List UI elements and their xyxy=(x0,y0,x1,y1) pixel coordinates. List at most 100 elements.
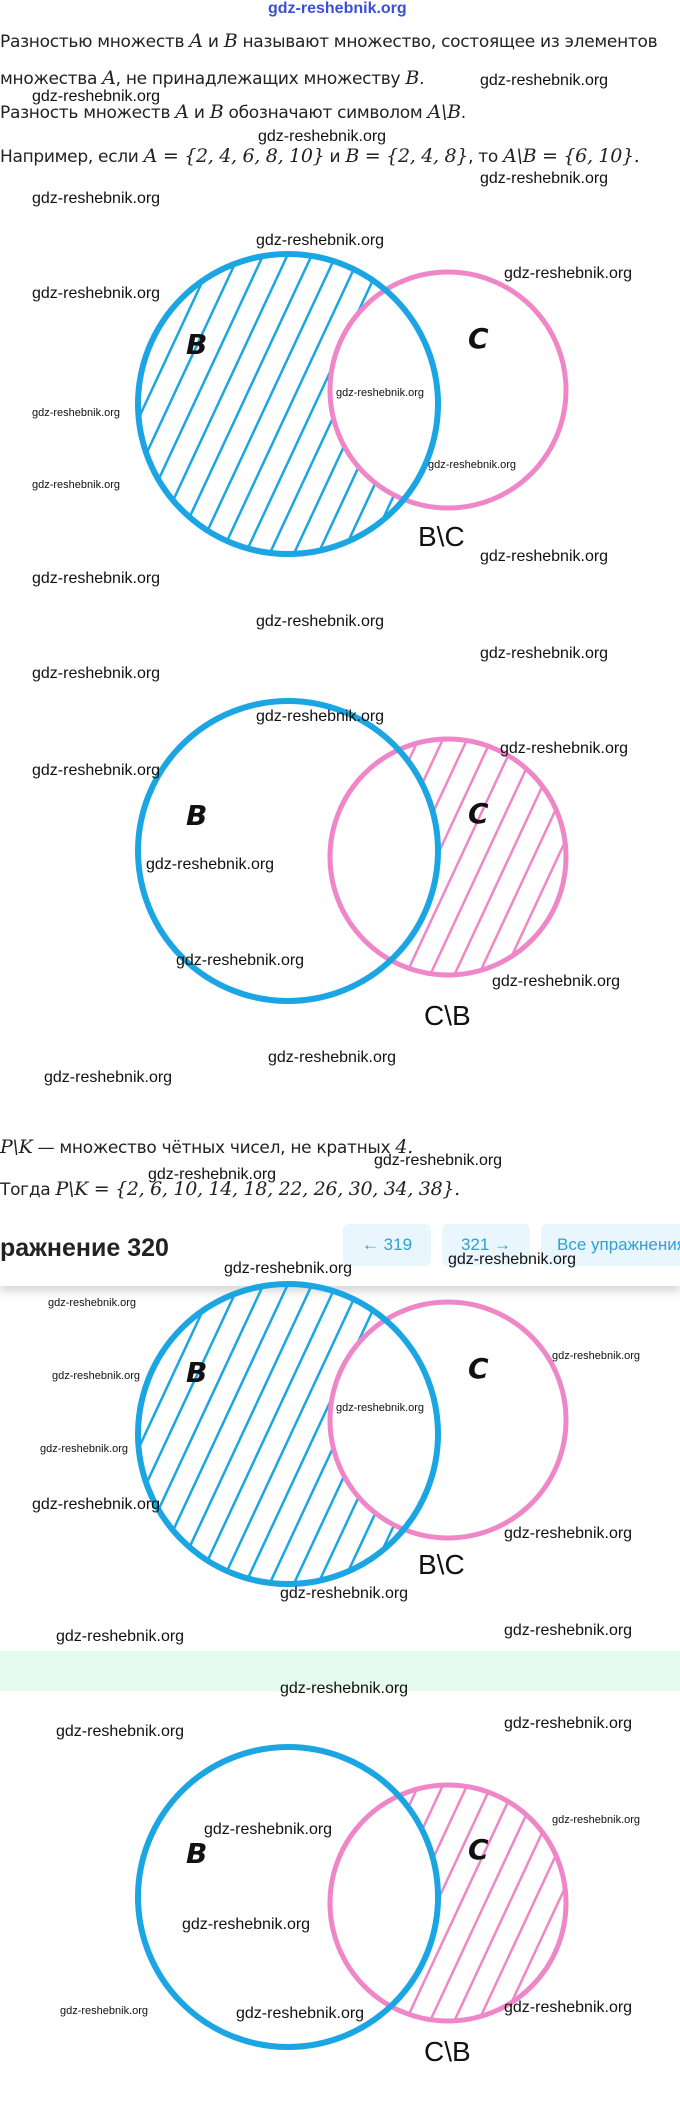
text: Разность множеств xyxy=(0,103,176,123)
set-c-label: C xyxy=(468,797,489,830)
venn-diagram-c-minus-b: B C C\B xyxy=(0,697,680,1057)
theory-line-3: Разность множеств A и B обозначают симво… xyxy=(0,101,466,123)
solution-line-2: Тогда P\K = {2, 6, 10, 14, 18, 22, 26, 3… xyxy=(0,1178,460,1200)
watermark: gdz-reshebnik.org xyxy=(504,1525,633,1542)
text: и xyxy=(324,147,346,167)
watermark: gdz-reshebnik.org xyxy=(32,407,121,419)
watermark: gdz-reshebnik.org xyxy=(480,548,609,565)
text: множества xyxy=(0,69,103,89)
site-watermark-header: gdz-reshebnik.org xyxy=(268,0,407,17)
watermark: gdz-reshebnik.org xyxy=(32,762,161,779)
theory-line-2: множества A, не принадлежащих множеству … xyxy=(0,67,424,89)
text: . xyxy=(460,103,466,123)
watermark: gdz-reshebnik.org xyxy=(504,1715,633,1732)
watermark: gdz-reshebnik.org xyxy=(40,1443,129,1455)
venn-diagram-c-minus-b: B C C\B xyxy=(0,1743,680,2103)
text: называют множество, состоящее из элемент… xyxy=(237,32,658,52)
next-exercise-button[interactable]: 321 → xyxy=(442,1224,530,1266)
set-c-label: C xyxy=(468,1352,489,1385)
all-exercises-button[interactable]: Все упражнения xyxy=(541,1224,680,1266)
watermark: gdz-reshebnik.org xyxy=(204,1821,333,1838)
watermark: gdz-reshebnik.org xyxy=(448,1251,577,1268)
watermark: gdz-reshebnik.org xyxy=(32,88,161,105)
watermark: gdz-reshebnik.org xyxy=(146,856,275,873)
watermark: gdz-reshebnik.org xyxy=(60,2005,149,2017)
set-b-label: B xyxy=(186,328,207,361)
math-result: A\B = {6, 10}. xyxy=(503,145,640,167)
math-a: A xyxy=(102,67,116,89)
solution-line-1: P\K — множество чётных чисел, не кратных… xyxy=(0,1136,413,1158)
set-c-circle xyxy=(327,269,569,511)
watermark: gdz-reshebnik.org xyxy=(32,190,161,207)
math-b: B xyxy=(223,30,238,52)
math-set-a: A = {2, 4, 6, 8, 10} xyxy=(143,145,325,167)
watermark: gdz-reshebnik.org xyxy=(32,570,161,587)
watermark: gdz-reshebnik.org xyxy=(492,973,621,990)
set-b-label: B xyxy=(186,1837,207,1870)
watermark: gdz-reshebnik.org xyxy=(374,1152,503,1169)
prev-exercise-button[interactable]: ← 319 xyxy=(343,1224,431,1266)
watermark: gdz-reshebnik.org xyxy=(182,1916,311,1933)
watermark: gdz-reshebnik.org xyxy=(504,1622,633,1639)
watermark: gdz-reshebnik.org xyxy=(280,1680,409,1697)
watermark: gdz-reshebnik.org xyxy=(176,952,305,969)
watermark: gdz-reshebnik.org xyxy=(32,285,161,302)
text: , то xyxy=(468,147,504,167)
watermark: gdz-reshebnik.org xyxy=(428,459,517,471)
watermark: gdz-reshebnik.org xyxy=(56,1723,185,1740)
set-b-label: B xyxy=(186,1356,207,1389)
math-p-minus-k: P\K xyxy=(0,1136,33,1158)
math-a: A xyxy=(189,30,203,52)
watermark: gdz-reshebnik.org xyxy=(336,387,425,399)
watermark: gdz-reshebnik.org xyxy=(148,1166,277,1183)
watermark: gdz-reshebnik.org xyxy=(504,265,633,282)
watermark: gdz-reshebnik.org xyxy=(280,1585,409,1602)
set-b-circle xyxy=(135,1281,441,1587)
exercise-title: ражнение 320 xyxy=(0,1234,169,1262)
theory-line-4: Например, если A = {2, 4, 6, 8, 10} и B … xyxy=(0,145,640,167)
math-b: B xyxy=(405,67,420,89)
watermark: gdz-reshebnik.org xyxy=(256,708,385,725)
math-a-minus-b: A\B xyxy=(427,101,461,123)
text: и xyxy=(188,103,210,123)
watermark: gdz-reshebnik.org xyxy=(268,1049,397,1066)
text: Тогда xyxy=(0,1180,56,1200)
watermark: gdz-reshebnik.org xyxy=(552,1814,641,1826)
text: и xyxy=(202,32,224,52)
text: обозначают символом xyxy=(223,103,428,123)
set-c-circle xyxy=(327,1782,569,2024)
set-b-label: B xyxy=(186,799,207,832)
text: — множество чётных чисел, не кратных xyxy=(32,1138,396,1158)
set-c-label: C xyxy=(468,1833,489,1866)
math-p-minus-k-set: P\K = {2, 6, 10, 14, 18, 22, 26, 30, 34,… xyxy=(55,1178,461,1200)
watermark: gdz-reshebnik.org xyxy=(480,645,609,662)
watermark: gdz-reshebnik.org xyxy=(56,1628,185,1645)
watermark: gdz-reshebnik.org xyxy=(256,613,385,630)
watermark: gdz-reshebnik.org xyxy=(48,1297,137,1309)
set-b-circle xyxy=(135,698,441,1004)
set-b-circle xyxy=(135,1744,441,2050)
math-b: B xyxy=(209,101,224,123)
shaded-region xyxy=(0,1743,680,2103)
set-c-circle xyxy=(327,1299,569,1541)
watermark: gdz-reshebnik.org xyxy=(32,665,161,682)
caption: C\B xyxy=(424,1000,471,1031)
watermark: gdz-reshebnik.org xyxy=(44,1069,173,1086)
caption: B\C xyxy=(418,1549,465,1580)
math-a: A xyxy=(175,101,189,123)
set-c-circle xyxy=(327,736,569,978)
text: Например, если xyxy=(0,147,144,167)
set-b-circle xyxy=(135,251,441,557)
watermark: gdz-reshebnik.org xyxy=(52,1370,141,1382)
ad-band xyxy=(0,1651,680,1691)
watermark: gdz-reshebnik.org xyxy=(32,479,121,491)
text: . xyxy=(419,69,425,89)
watermark: gdz-reshebnik.org xyxy=(480,72,609,89)
theory-line-1: Разностью множеств A и B называют множес… xyxy=(0,30,658,52)
watermark: gdz-reshebnik.org xyxy=(480,170,609,187)
watermark: gdz-reshebnik.org xyxy=(256,232,385,249)
watermark: gdz-reshebnik.org xyxy=(32,1496,161,1513)
venn-diagram-b-minus-c: B C B\C xyxy=(0,244,680,604)
watermark: gdz-reshebnik.org xyxy=(236,2005,365,2022)
math-set-b: B = {2, 4, 8} xyxy=(345,145,469,167)
